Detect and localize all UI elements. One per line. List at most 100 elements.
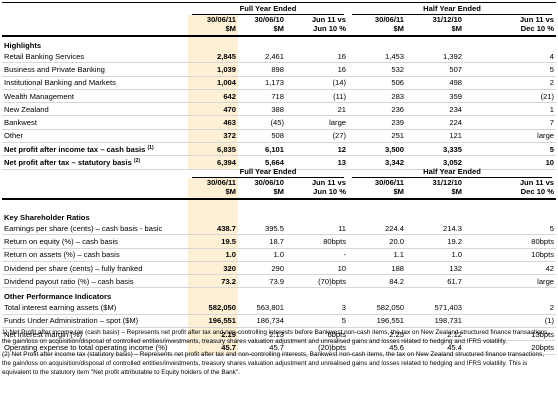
header-line: 30/06/11 xyxy=(374,15,405,25)
header-line: Jun 11 vs xyxy=(519,178,555,188)
header-row: 30/06/11 $M 30/06/10 $M Jun 11 vs Jun 10 % 30/… xyxy=(2,15,557,37)
value-cell: 20.0 xyxy=(348,234,407,249)
cell xyxy=(406,36,464,50)
column-header: 30/06/11 $M xyxy=(188,178,238,200)
row-label: Total interest earning assets ($M) xyxy=(2,301,188,315)
value-cell: 2,461 xyxy=(238,50,286,64)
value-cell: 3,052 xyxy=(406,155,465,170)
value-cell: 16 xyxy=(286,62,349,77)
value-cell: 186,734 xyxy=(238,314,286,329)
column-header: 30/06/11 $M xyxy=(348,178,407,200)
row-label: New Zealand xyxy=(2,102,188,117)
value-cell: 388 xyxy=(238,102,286,117)
value-cell: 395.5 xyxy=(238,222,286,236)
cell xyxy=(464,199,556,209)
header-row: 30/06/11 $M 30/06/10 $M Jun 11 vs Jun 10 % 30/… xyxy=(2,178,557,200)
header-line: 30/06/11 xyxy=(206,15,236,25)
value-cell: 498 xyxy=(406,76,465,90)
label-text: Operating expense to total operating inc… xyxy=(4,343,168,353)
value-cell: 10 xyxy=(286,261,349,276)
value-cell: 234 xyxy=(406,102,465,117)
group-header: Half Year Ended xyxy=(348,166,556,178)
value-cell: 6,394 xyxy=(188,155,238,170)
value-cell: 251 xyxy=(348,129,407,144)
value-cell: 196,551 xyxy=(348,314,407,329)
value-cell: 718 xyxy=(238,89,286,104)
value-cell: 1,004 xyxy=(188,76,238,90)
value-cell: 571,403 xyxy=(406,301,465,315)
label-text: Retail Banking Services xyxy=(4,51,85,61)
cell xyxy=(188,287,238,302)
value-cell: 1 xyxy=(464,102,557,117)
column-header: 31/12/10 $M xyxy=(406,178,465,200)
header-line: 30/06/11 xyxy=(206,178,236,188)
row-label: Retail Banking Services xyxy=(2,50,188,64)
cell xyxy=(348,36,406,50)
header-line: Jun 11 vs xyxy=(519,15,555,25)
value-cell: 470 xyxy=(188,102,238,117)
value-cell: 5 xyxy=(464,62,557,77)
header-line: $M xyxy=(273,24,284,33)
label-text: Dividend payout ratio (%) – cash basis xyxy=(4,276,134,286)
value-cell: 42 xyxy=(464,261,557,276)
value-cell: (11) xyxy=(286,89,349,104)
value-cell: 2 xyxy=(464,76,557,90)
section-title: Other Performance Indicators xyxy=(4,292,112,302)
value-cell: 508 xyxy=(238,129,286,144)
value-cell: (21) xyxy=(464,89,557,104)
header-line: 31/12/10 xyxy=(432,15,463,25)
value-cell: 6,101 xyxy=(238,142,286,157)
cell xyxy=(286,288,348,302)
value-cell: (1) xyxy=(464,314,557,329)
group-title: Full Year Ended xyxy=(192,167,345,178)
cell xyxy=(238,199,286,209)
data-row: Net profit after tax – statutory basis (… xyxy=(2,155,557,170)
row-label: Net interest margin (%) xyxy=(2,327,188,342)
header-line: Jun 11 vs xyxy=(311,178,347,188)
value-cell: - xyxy=(286,248,349,262)
value-cell: 1.1 xyxy=(348,248,407,262)
row-label: Net profit after tax – statutory basis (… xyxy=(2,155,188,170)
header-line: $M xyxy=(273,187,284,196)
value-cell: 582,050 xyxy=(188,301,238,315)
group-header: Full Year Ended xyxy=(188,3,348,15)
value-cell: 1,173 xyxy=(238,76,286,90)
cell xyxy=(406,288,464,302)
label-text: Return on assets (%) – cash basis xyxy=(4,250,120,260)
cell xyxy=(188,199,238,209)
value-cell: 463 xyxy=(188,115,238,130)
header-line: $M xyxy=(393,187,405,196)
cell xyxy=(464,36,556,50)
value-cell: 224.4 xyxy=(348,222,407,236)
value-cell: 898 xyxy=(238,62,286,77)
value-cell: 214.3 xyxy=(406,222,465,236)
cell xyxy=(406,199,464,209)
group-row: Full Year Ended Half Year Ended xyxy=(2,166,556,178)
row-label: Dividend payout ratio (%) – cash basis xyxy=(2,274,188,289)
label-text: Return on equity (%) – cash basis xyxy=(4,236,118,246)
value-cell: 3,342 xyxy=(348,155,407,170)
section-row: Other Performance Indicators xyxy=(2,287,556,302)
value-cell: 16 xyxy=(286,50,349,64)
value-cell: 188 xyxy=(348,261,407,276)
data-row: Dividend payout ratio (%) – cash basis 73… xyxy=(2,274,557,289)
value-cell: 1.0 xyxy=(238,248,286,262)
section-title: Highlights xyxy=(4,41,42,50)
cell xyxy=(286,199,348,209)
data-row: Dividend per share (cents) – fully frank… xyxy=(2,261,557,276)
row-label: Other xyxy=(2,129,188,144)
column-header: 30/06/11 $M xyxy=(188,15,238,37)
header-line: Jun 10 % xyxy=(313,24,347,33)
column-header: 30/06/10 $M xyxy=(238,15,286,37)
section-row: Highlights xyxy=(2,36,556,50)
data-row: Funds Under Administration – spot ($M) 19… xyxy=(2,314,557,329)
column-header: 31/12/10 $M xyxy=(406,15,465,37)
header-line: 30/06/11 xyxy=(374,178,405,188)
row-label: Operating expense to total operating inc… xyxy=(2,340,188,355)
label-text: Earnings per share (cents) – cash basis … xyxy=(4,223,163,233)
data-row: Other 372 508 (27) 251 121 large xyxy=(2,129,557,144)
spacer-row xyxy=(2,199,556,209)
group-title: Full Year Ended xyxy=(192,4,345,15)
value-cell: 2,845 xyxy=(188,50,238,64)
header-line: 31/12/10 xyxy=(432,178,463,188)
